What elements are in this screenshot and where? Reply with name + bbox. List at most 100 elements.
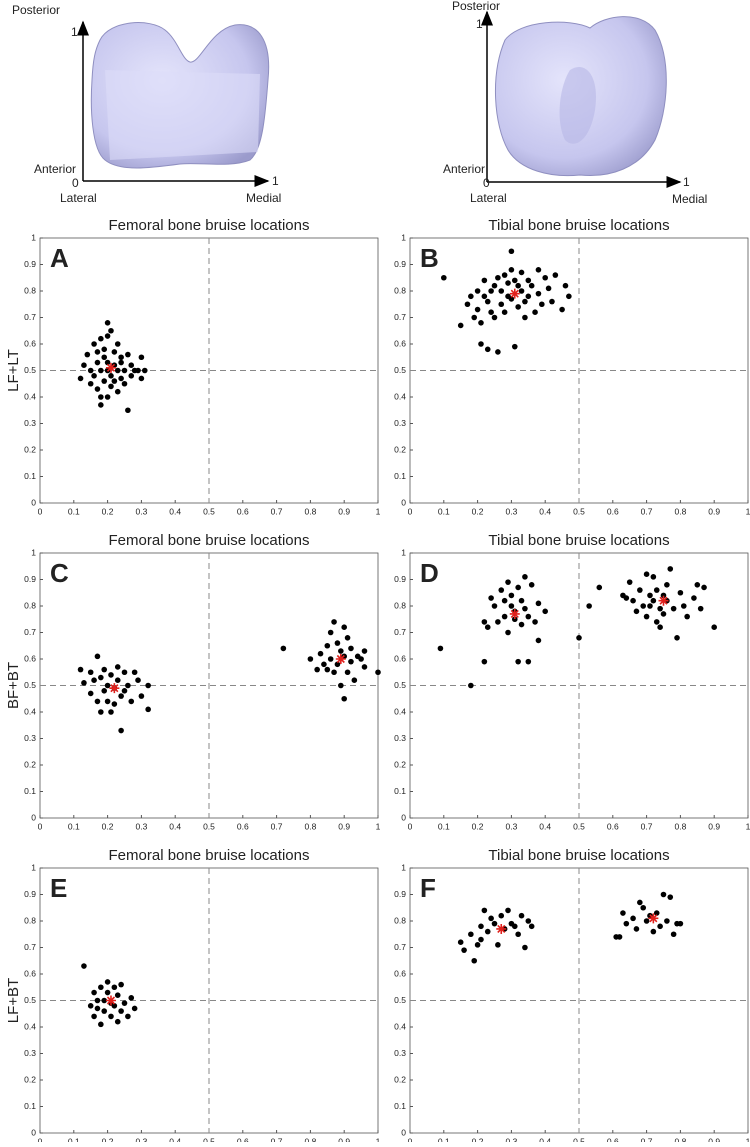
point xyxy=(334,640,341,646)
point xyxy=(501,272,508,278)
point xyxy=(468,293,474,300)
point xyxy=(104,698,111,705)
point xyxy=(596,584,603,591)
panel: Tibial bone bruise locations D 0 0.1 0.2 0.3 0… xyxy=(394,532,750,831)
y-tick-label: 0.7 xyxy=(24,627,36,637)
point xyxy=(98,402,104,408)
point xyxy=(481,907,488,914)
x-tick-label: 0.1 xyxy=(438,506,450,516)
panel: Tibial bone bruise locations B 0 0.1 0.2 0.3 0… xyxy=(394,217,750,516)
point xyxy=(694,582,701,588)
point xyxy=(471,957,478,964)
point xyxy=(108,327,114,334)
y-tick-label: 0.1 xyxy=(394,1101,406,1111)
y-tick-label: 0.7 xyxy=(394,627,406,637)
y-tick-label: 0.8 xyxy=(24,915,36,925)
x-tick-label: 0.4 xyxy=(539,821,551,831)
y-tick-label: 0.3 xyxy=(394,733,406,743)
point xyxy=(518,621,525,628)
point xyxy=(498,587,505,593)
point xyxy=(361,648,368,654)
x-tick-label: 0 xyxy=(38,1136,43,1142)
x-tick-label: 0.7 xyxy=(641,821,653,831)
y-tick-label: 0.9 xyxy=(24,574,36,584)
origin-label: Anterior xyxy=(34,162,76,176)
point xyxy=(660,891,667,898)
point xyxy=(535,600,542,607)
x-tick-label: 0.2 xyxy=(102,1136,114,1142)
panel-letter: C xyxy=(50,558,69,588)
point xyxy=(528,582,535,588)
point xyxy=(461,947,467,953)
point xyxy=(535,290,542,297)
point xyxy=(128,373,135,379)
point xyxy=(670,605,677,612)
point xyxy=(87,380,94,387)
y-axis-label: LF+LT xyxy=(5,349,22,392)
point xyxy=(81,362,87,369)
point xyxy=(125,682,131,689)
y-tick-label: 0.6 xyxy=(394,338,406,348)
point xyxy=(484,346,491,353)
point xyxy=(501,613,508,620)
point xyxy=(128,362,135,369)
point xyxy=(108,1013,114,1020)
x-tick-label: 0.8 xyxy=(304,1136,316,1142)
point xyxy=(664,582,670,588)
point xyxy=(616,934,623,940)
point xyxy=(98,394,104,400)
point xyxy=(647,603,653,609)
point xyxy=(77,375,84,382)
x-tick-label: 0.5 xyxy=(203,821,215,831)
point xyxy=(108,672,114,678)
point xyxy=(135,367,141,374)
y-tick-label: 0.3 xyxy=(24,733,36,743)
point xyxy=(135,677,141,683)
y-tick-label: 0.4 xyxy=(24,1021,36,1031)
point xyxy=(111,1003,118,1009)
point xyxy=(664,918,670,924)
point xyxy=(114,1018,121,1025)
point xyxy=(125,351,131,358)
y-tick-label: 0 xyxy=(31,497,36,507)
x-tick-label: 1 xyxy=(376,1136,381,1142)
point xyxy=(630,597,636,604)
point xyxy=(468,682,474,689)
x-tick-label: 0.5 xyxy=(573,821,585,831)
point xyxy=(118,1008,124,1014)
right-tick: 1 xyxy=(272,174,279,188)
point xyxy=(518,912,525,919)
point xyxy=(511,277,518,284)
x-tick-label: 0.4 xyxy=(539,506,551,516)
tibia-diagram: Posterior 1 Anterior 0 Lateral 1 Medial xyxy=(443,0,707,206)
point xyxy=(491,314,498,321)
point xyxy=(522,314,528,321)
y-tick-label: 0.8 xyxy=(394,600,406,610)
point xyxy=(667,894,674,900)
x-tick-label: 0.6 xyxy=(237,1136,249,1142)
point xyxy=(525,613,532,620)
y-tick-label: 0.5 xyxy=(24,365,36,375)
y-tick-label: 0.3 xyxy=(24,1048,36,1058)
y-tick-label: 0.4 xyxy=(24,391,36,401)
point xyxy=(650,597,657,604)
x-tick-label: 0.8 xyxy=(674,1136,686,1142)
point xyxy=(331,619,337,625)
point xyxy=(108,709,114,715)
x-tick-label: 1 xyxy=(746,821,750,831)
y-tick-label: 0.5 xyxy=(394,680,406,690)
y-tick-label: 0 xyxy=(401,812,406,822)
point xyxy=(515,931,521,938)
point xyxy=(522,605,528,612)
point xyxy=(474,306,481,313)
point xyxy=(307,656,314,662)
panel-title: Femoral bone bruise locations xyxy=(109,217,310,234)
x-tick-label: 0.1 xyxy=(438,821,450,831)
x-tick-label: 0.6 xyxy=(237,821,249,831)
x-tick-label: 0.1 xyxy=(438,1136,450,1142)
point xyxy=(437,645,444,652)
point xyxy=(104,320,111,326)
x-tick-label: 0.3 xyxy=(505,506,517,516)
point xyxy=(131,1005,138,1012)
